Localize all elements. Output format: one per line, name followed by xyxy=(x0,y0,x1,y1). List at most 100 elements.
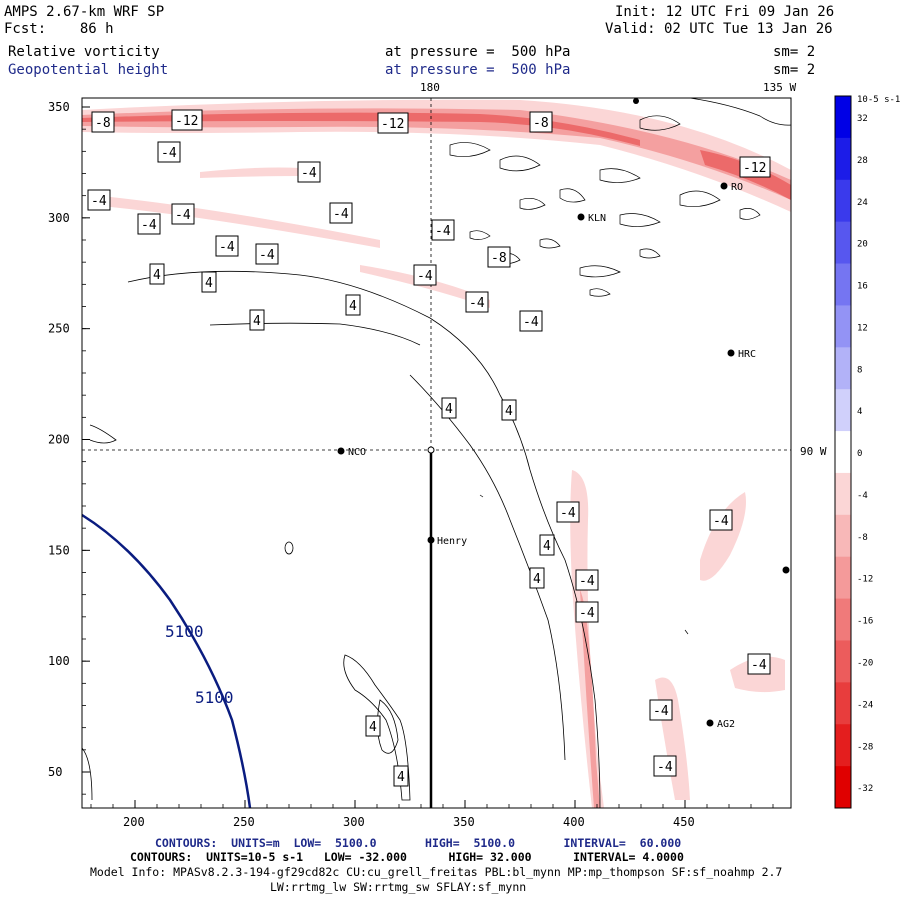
colorbar-label: 20 xyxy=(857,240,868,250)
vorticity-contour-info: CONTOURS: UNITS=10-5 s-1 LOW= -32.000 HI… xyxy=(130,850,684,864)
svg-text:-12: -12 xyxy=(381,117,404,132)
colorbar-label: -4 xyxy=(857,491,868,501)
vorticity-label: -4 xyxy=(255,243,279,265)
vorticity-label: -4 xyxy=(709,509,733,531)
svg-text:-4: -4 xyxy=(579,606,595,621)
svg-text:4: 4 xyxy=(253,314,261,329)
y-tick-label: 150 xyxy=(48,543,70,557)
colorbar-bin xyxy=(835,137,851,181)
vorticity-label: 4 xyxy=(345,294,361,316)
field1-level: at pressure = 500 hPa xyxy=(385,44,571,60)
height-contour-5100 xyxy=(81,513,252,809)
vorticity-label: -4 xyxy=(215,235,239,257)
colorbar-label: -16 xyxy=(857,617,873,627)
vorticity-label: -4 xyxy=(157,141,181,163)
vorticity-label: -12 xyxy=(171,109,203,131)
vorticity-label: 4 xyxy=(539,534,555,556)
colorbar-label: -28 xyxy=(857,742,873,752)
x-tick-label: 400 xyxy=(563,815,585,829)
colorbar-bin xyxy=(835,347,851,390)
vorticity-label: -4 xyxy=(431,219,455,241)
vorticity-label: -4 xyxy=(575,601,599,623)
svg-text:-4: -4 xyxy=(219,240,235,255)
lon-label-135w: 135 W xyxy=(763,81,796,94)
field2-smoothing: sm= 2 xyxy=(773,62,816,78)
colorbar-bin xyxy=(835,179,851,223)
colorbar-label: 8 xyxy=(857,365,862,375)
init-time: Init: 12 UTC Fri 09 Jan 26 xyxy=(615,4,835,20)
vorticity-label: -4 xyxy=(575,569,599,591)
vorticity-label: 4 xyxy=(249,309,265,331)
field2-level: at pressure = 500 hPa xyxy=(385,62,571,78)
station-marker xyxy=(720,182,728,190)
svg-text:4: 4 xyxy=(533,572,541,587)
y-tick-label: 100 xyxy=(48,654,70,668)
model-title: AMPS 2.67-km WRF SP xyxy=(4,4,165,20)
svg-text:-4: -4 xyxy=(435,224,451,239)
vorticity-label: -4 xyxy=(653,755,677,777)
field1-name: Relative vorticity xyxy=(8,44,160,60)
height-label: 5100 xyxy=(195,688,234,707)
y-tick-label: 50 xyxy=(48,765,62,779)
svg-text:-4: -4 xyxy=(141,218,157,233)
vorticity-label: -4 xyxy=(519,310,543,332)
svg-text:4: 4 xyxy=(153,268,161,283)
svg-text:-4: -4 xyxy=(469,296,485,311)
station-label: RO xyxy=(731,182,743,193)
colorbar-label: 16 xyxy=(857,282,868,292)
svg-text:4: 4 xyxy=(349,299,357,314)
vorticity-label: -12 xyxy=(739,156,771,178)
svg-text:-4: -4 xyxy=(657,760,673,775)
colorbar-label: -8 xyxy=(857,533,868,543)
colorbar: 32 28 24 20 16 12 8 4 0 -4 -8 -12 -16 -20 -24 -28 -32 xyxy=(834,95,873,809)
svg-text:4: 4 xyxy=(505,404,513,419)
y-tick-label: 300 xyxy=(48,211,70,225)
valid-time: Valid: 02 UTC Tue 13 Jan 26 xyxy=(605,21,833,37)
colorbar-frame xyxy=(834,95,852,809)
colorbar-label: 24 xyxy=(857,198,868,208)
field2-name: Geopotential height xyxy=(8,62,169,78)
vorticity-label: 4 xyxy=(441,397,457,419)
svg-text:-8: -8 xyxy=(491,251,507,266)
colorbar-bin xyxy=(835,431,851,474)
colorbar-bin xyxy=(835,389,851,432)
colorbar-label: 28 xyxy=(857,156,868,166)
x-tick-label: 450 xyxy=(673,815,695,829)
station-marker xyxy=(337,447,345,455)
map-frame xyxy=(81,97,792,809)
svg-text:-4: -4 xyxy=(259,248,275,263)
colorbar-label: -12 xyxy=(857,575,873,585)
colorbar-bin xyxy=(835,640,851,683)
colorbar-label: -24 xyxy=(857,700,873,710)
svg-text:-12: -12 xyxy=(175,114,198,129)
colorbar-bin xyxy=(835,263,851,306)
svg-text:4: 4 xyxy=(543,539,551,554)
colorbar-bin xyxy=(835,96,851,139)
colorbar-bin xyxy=(835,766,851,809)
station-label: HRC xyxy=(738,349,756,360)
station-marker xyxy=(427,536,435,544)
colorbar-label: 0 xyxy=(857,449,862,459)
colorbar-label: -32 xyxy=(857,784,873,794)
svg-text:4: 4 xyxy=(205,276,213,291)
station-label: AG2 xyxy=(717,719,735,730)
vorticity-label: -12 xyxy=(377,112,409,134)
station-label: KLN xyxy=(588,213,606,224)
colorbar-bin xyxy=(835,556,851,600)
vorticity-label: -4 xyxy=(649,699,673,721)
vorticity-label: 4 xyxy=(529,567,545,589)
vorticity-label: -4 xyxy=(87,189,111,211)
vorticity-shading xyxy=(82,99,791,808)
x-axis: 200 250 300 350 400 450 xyxy=(90,800,774,829)
forecast-hour: Fcst: 86 h xyxy=(4,21,114,37)
y-axis: 350 300 250 200 150 100 50 xyxy=(48,100,90,795)
vorticity-label: -8 xyxy=(529,111,553,133)
colorbar-label: 32 xyxy=(857,114,868,124)
vorticity-label: -4 xyxy=(556,501,580,523)
svg-text:-8: -8 xyxy=(533,116,549,131)
colorbar-bin xyxy=(835,514,851,558)
colorbar-bin xyxy=(835,724,851,767)
colorbar-label: 4 xyxy=(857,407,862,417)
colorbar-bin xyxy=(835,682,851,725)
